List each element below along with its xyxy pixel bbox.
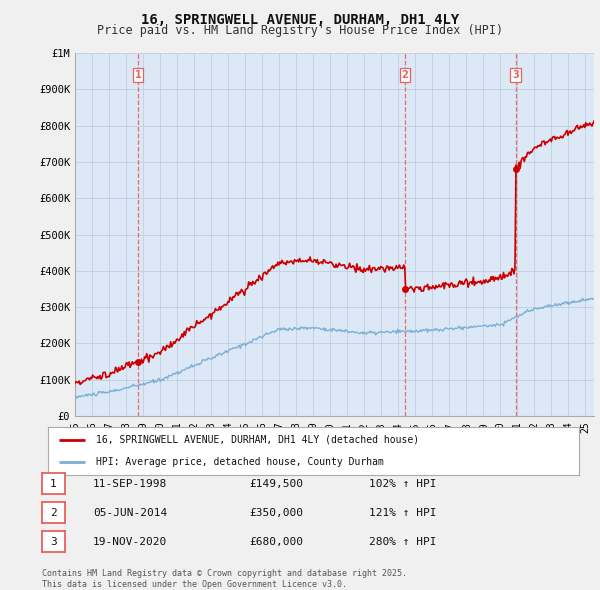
Text: 1: 1 [50,479,57,489]
Text: £350,000: £350,000 [249,508,303,517]
Text: 19-NOV-2020: 19-NOV-2020 [93,537,167,546]
Text: 2: 2 [402,70,409,80]
Text: 102% ↑ HPI: 102% ↑ HPI [369,479,437,489]
Text: 11-SEP-1998: 11-SEP-1998 [93,479,167,489]
Text: 121% ↑ HPI: 121% ↑ HPI [369,508,437,517]
Text: 3: 3 [50,537,57,546]
Text: 05-JUN-2014: 05-JUN-2014 [93,508,167,517]
Text: 280% ↑ HPI: 280% ↑ HPI [369,537,437,546]
Text: Contains HM Land Registry data © Crown copyright and database right 2025.
This d: Contains HM Land Registry data © Crown c… [42,569,407,589]
Text: 1: 1 [134,70,142,80]
Text: 2: 2 [50,508,57,517]
Text: £680,000: £680,000 [249,537,303,546]
Text: £149,500: £149,500 [249,479,303,489]
Text: 16, SPRINGWELL AVENUE, DURHAM, DH1 4LY (detached house): 16, SPRINGWELL AVENUE, DURHAM, DH1 4LY (… [96,435,419,445]
Text: Price paid vs. HM Land Registry's House Price Index (HPI): Price paid vs. HM Land Registry's House … [97,24,503,37]
Text: 3: 3 [512,70,519,80]
Text: HPI: Average price, detached house, County Durham: HPI: Average price, detached house, Coun… [96,457,383,467]
Text: 16, SPRINGWELL AVENUE, DURHAM, DH1 4LY: 16, SPRINGWELL AVENUE, DURHAM, DH1 4LY [141,13,459,27]
